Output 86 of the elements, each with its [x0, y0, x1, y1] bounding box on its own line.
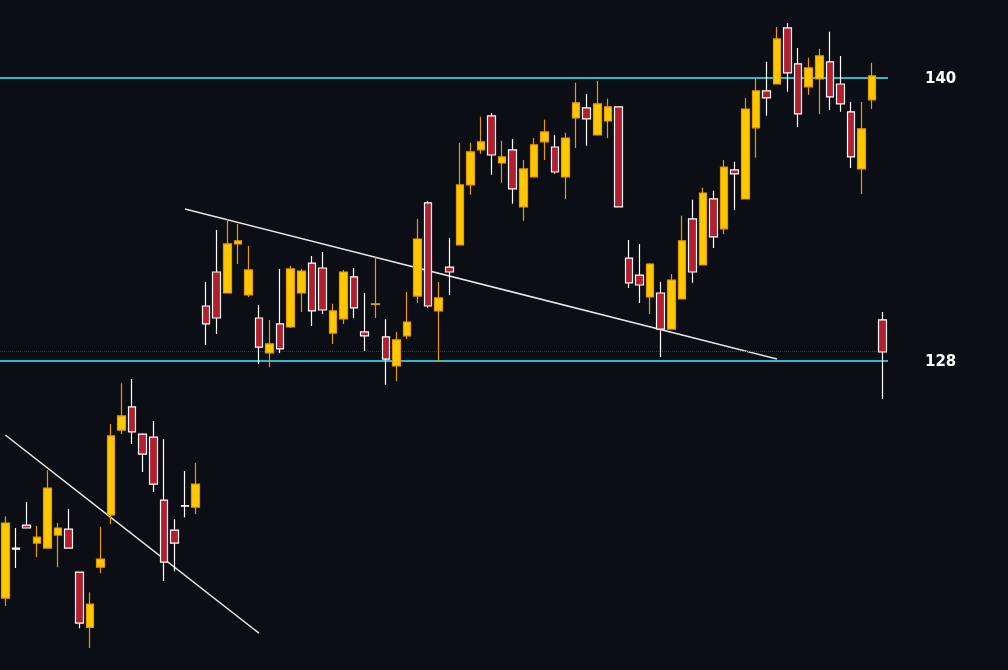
candlestick	[159, 438, 169, 582]
candlestick	[233, 223, 243, 265]
candlestick	[190, 462, 201, 515]
candlestick	[825, 31, 835, 111]
candlestick	[539, 119, 550, 161]
candlestick	[74, 571, 85, 629]
candlestick	[740, 97, 751, 200]
candlestick	[21, 501, 32, 529]
candlestick	[412, 218, 423, 304]
candlestick	[296, 268, 307, 313]
candlestick	[423, 200, 433, 309]
candlestick	[645, 262, 655, 315]
candlestick	[127, 378, 137, 445]
candlestick	[698, 187, 708, 266]
candlestick	[476, 116, 486, 155]
candlestick	[856, 101, 867, 195]
candlestick	[814, 48, 825, 115]
candlestick	[486, 112, 497, 176]
candlestick	[433, 281, 444, 362]
candlestick	[0, 515, 11, 607]
candlestick	[655, 281, 666, 358]
candlestick	[846, 101, 856, 169]
candlestick	[106, 423, 116, 525]
candlestick	[529, 137, 539, 178]
candlestick	[391, 331, 402, 382]
candlestick	[32, 525, 42, 558]
candlestick	[53, 522, 63, 568]
candlestick	[592, 80, 603, 136]
candlestick	[148, 420, 159, 493]
candlestick	[254, 304, 264, 365]
candlestick	[581, 93, 592, 147]
candlestick	[444, 237, 455, 296]
candlestick	[666, 273, 677, 330]
candlestick	[560, 132, 571, 200]
candlestick	[42, 469, 53, 549]
candlestick	[603, 98, 613, 139]
candlestick	[211, 229, 222, 335]
candlestick	[11, 527, 21, 569]
candlestick	[381, 318, 391, 386]
candlestick	[264, 319, 275, 368]
candlestick	[222, 218, 233, 294]
candlestick	[169, 518, 180, 572]
candlestick	[687, 199, 698, 284]
candlestick	[370, 256, 381, 319]
candlestick	[116, 382, 127, 435]
candlestick	[708, 190, 719, 249]
candlestick	[782, 22, 793, 93]
candlestick	[751, 78, 761, 159]
candlestick	[550, 134, 560, 175]
candlestick	[677, 215, 687, 300]
y-tick-label: 140	[925, 68, 957, 87]
candlestick	[571, 82, 581, 149]
candlestick	[85, 591, 95, 649]
candlestick	[877, 311, 888, 400]
candlestick	[761, 61, 772, 117]
candlestick	[613, 106, 624, 208]
candlestick	[835, 55, 846, 113]
candlestick	[137, 432, 148, 473]
candlestick	[180, 470, 190, 518]
candlestick	[624, 239, 634, 289]
candlestick	[772, 26, 782, 85]
candlestick	[497, 140, 507, 184]
candlestick	[285, 265, 296, 329]
candlestick	[867, 62, 877, 110]
candlestick	[338, 269, 349, 325]
candlestick	[243, 245, 254, 298]
candlestick	[275, 268, 285, 354]
candlestick	[359, 292, 370, 352]
candlestick	[465, 142, 476, 196]
candlestick	[95, 526, 106, 574]
candlestick	[518, 159, 529, 222]
candlestick	[793, 47, 803, 128]
candlestick	[402, 291, 412, 340]
candlestick	[729, 161, 740, 211]
candlestick	[328, 303, 338, 345]
candlestick	[719, 159, 729, 235]
candlestick	[455, 142, 465, 246]
candlestick	[507, 138, 518, 205]
candlestick	[307, 255, 317, 327]
candlestick	[63, 508, 74, 549]
candlestick	[317, 251, 328, 315]
candlestick	[803, 57, 814, 96]
candlestick	[349, 267, 359, 319]
candlestick	[634, 243, 645, 304]
candlestick	[201, 281, 211, 346]
y-tick-label: 128	[925, 351, 957, 370]
